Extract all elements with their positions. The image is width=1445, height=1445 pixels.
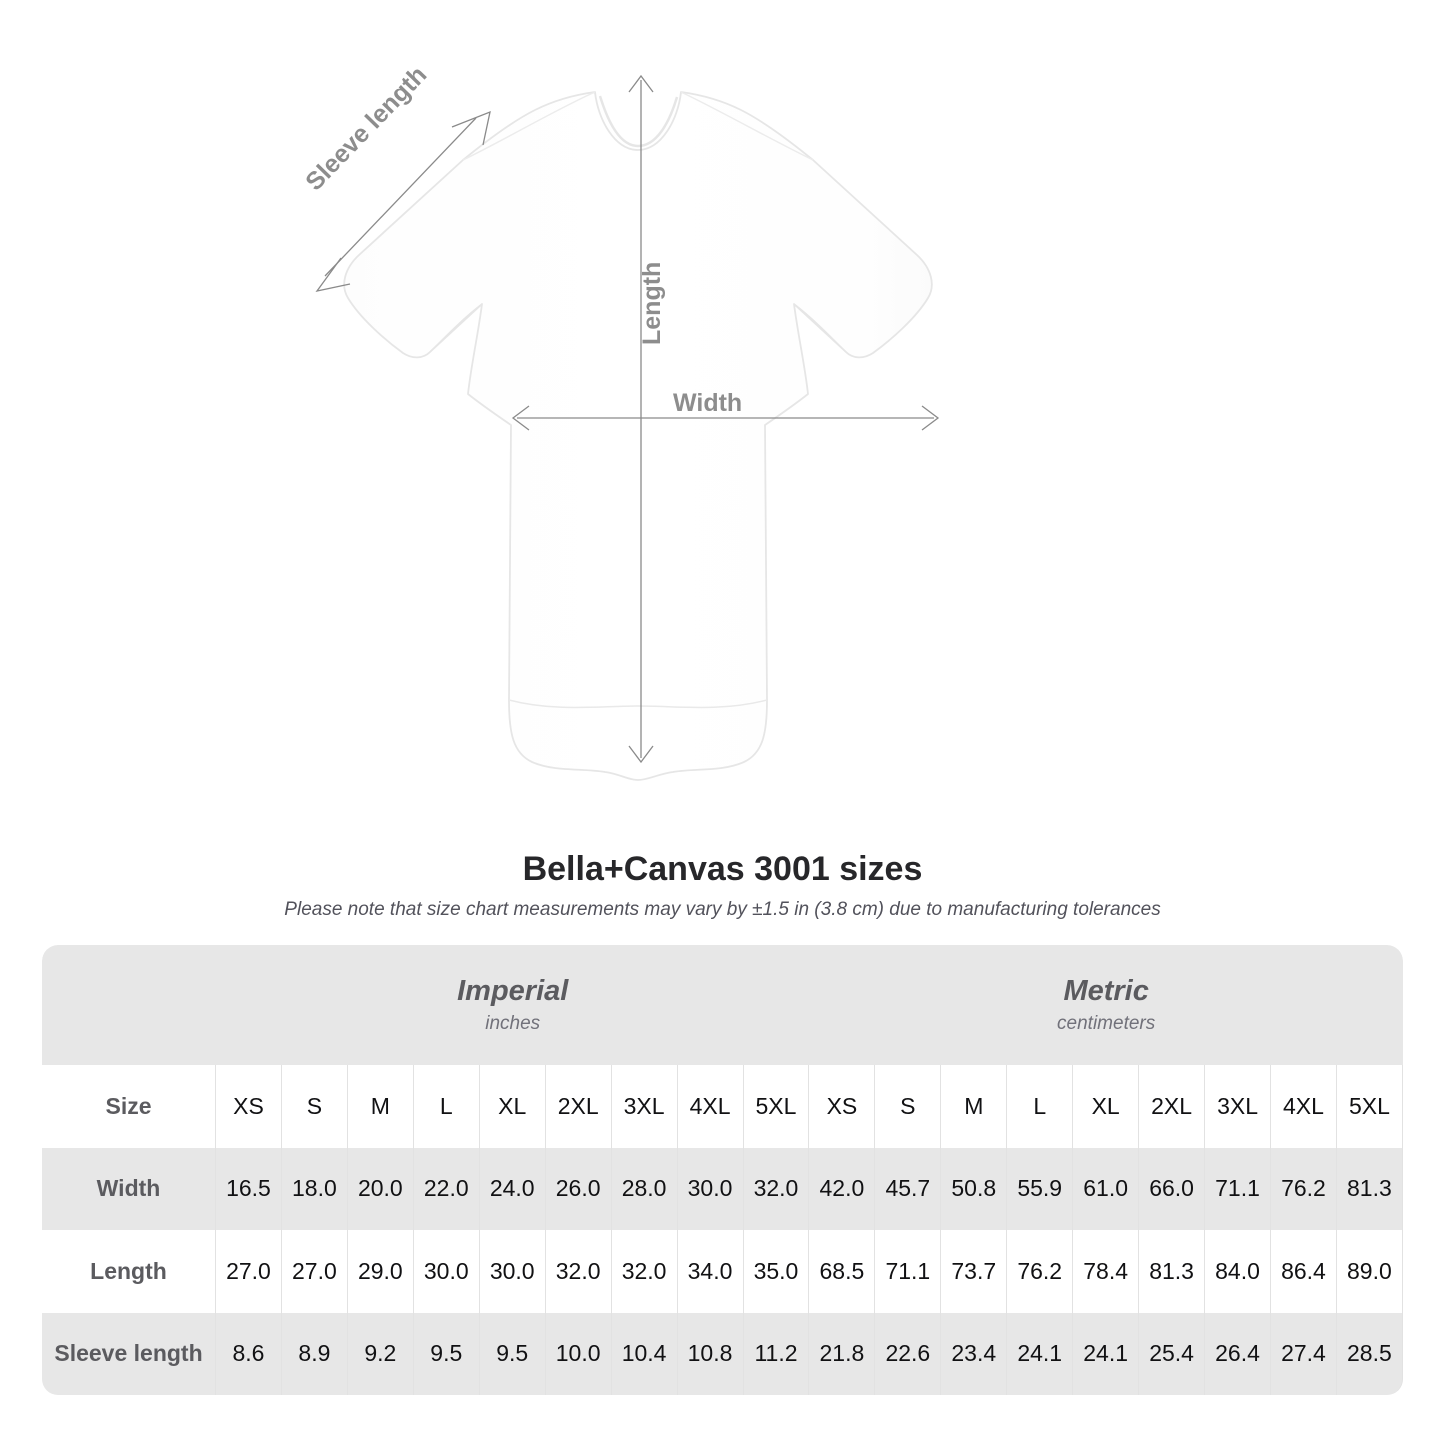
svg-text:Length: Length — [638, 262, 666, 345]
svg-text:Sleeve length: Sleeve length — [300, 61, 432, 196]
svg-text:Width: Width — [673, 389, 742, 417]
